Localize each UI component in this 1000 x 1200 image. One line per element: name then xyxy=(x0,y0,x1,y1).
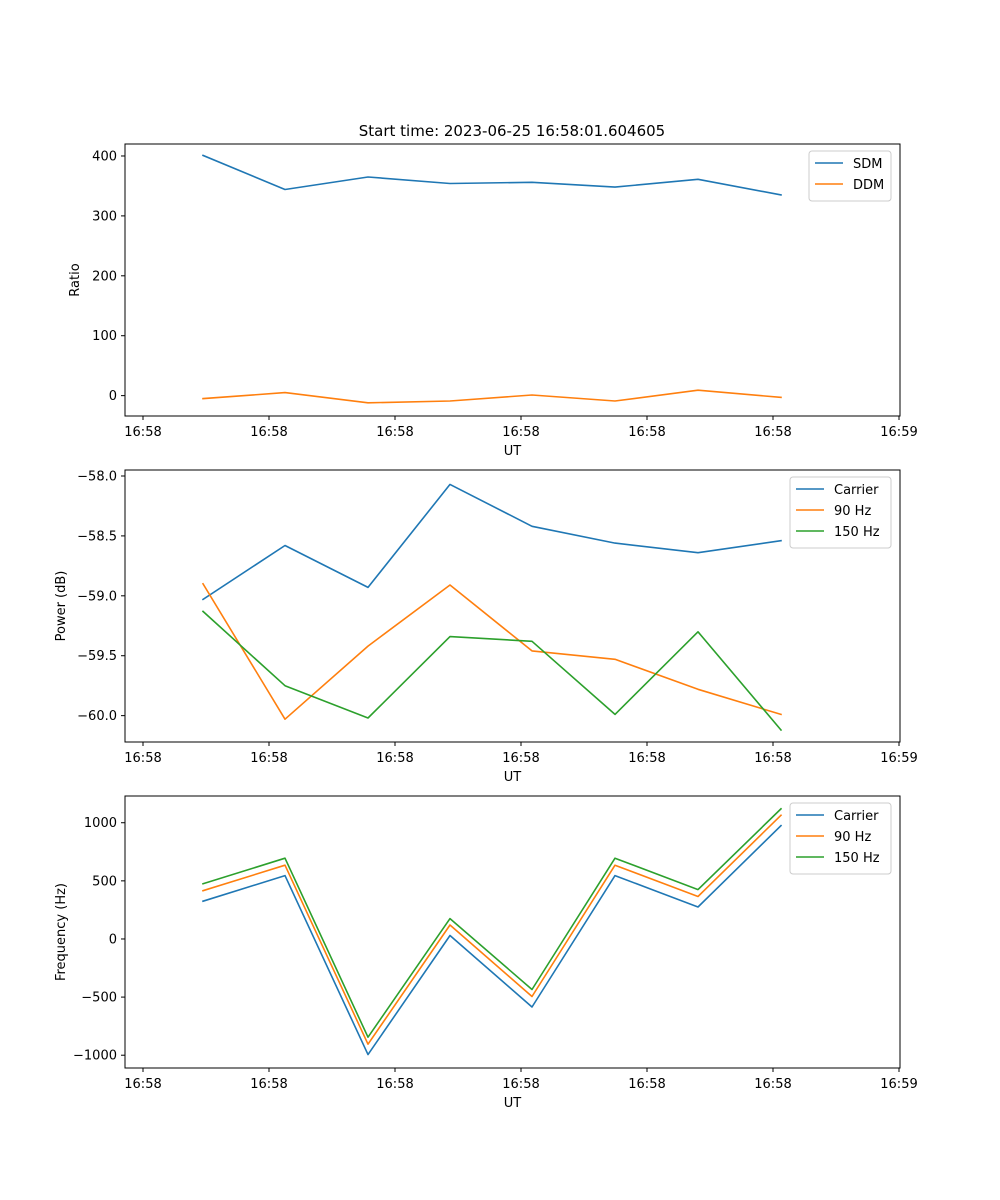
x-tick-label: 16:58 xyxy=(124,425,161,440)
x-tick-label: 16:59 xyxy=(880,425,917,440)
x-tick-label: 16:58 xyxy=(754,425,791,440)
x-tick-label: 16:58 xyxy=(250,751,287,766)
axes-frame xyxy=(124,469,901,743)
subplot-3: −1000 −500 0 500 1000 16:58 16:58 16:58 16:58 16:… xyxy=(54,795,918,1111)
x-tick-label: 16:58 xyxy=(628,425,665,440)
y-tick-label: 0 xyxy=(109,389,117,404)
x-tick-label: 16:58 xyxy=(124,1077,161,1092)
legend: Carrier 90 Hz 150 Hz xyxy=(789,802,892,875)
x-tick-label: 16:58 xyxy=(754,751,791,766)
subplots: 0 100 200 300 400 16:58 16:58 16:58 16:58 16:58 16… xyxy=(54,143,918,1111)
y-axis-label: Power (dB) xyxy=(54,571,69,642)
legend-label: SDM xyxy=(853,157,882,172)
x-tick-label: 16:58 xyxy=(502,1077,539,1092)
y-axis-label: Frequency (Hz) xyxy=(54,883,69,981)
x-axis-label: UT xyxy=(504,1096,522,1111)
y-tick-label: 300 xyxy=(92,209,117,224)
x-tick-label: 16:58 xyxy=(124,751,161,766)
axes-frame xyxy=(124,795,901,1069)
x-tick-label: 16:58 xyxy=(628,751,665,766)
x-tick-label: 16:58 xyxy=(376,751,413,766)
x-tick-label: 16:58 xyxy=(628,1077,665,1092)
subplot-1: 0 100 200 300 400 16:58 16:58 16:58 16:58 16:58 16… xyxy=(68,143,918,459)
y-tick-label: −59.0 xyxy=(77,589,117,604)
y-tick-label: 100 xyxy=(92,329,117,344)
series-line-ddm xyxy=(202,389,782,404)
x-axis-label: UT xyxy=(504,444,522,459)
series-line-90-hz xyxy=(201,582,782,721)
y-tick-label: 0 xyxy=(109,932,117,947)
x-tick-label: 16:58 xyxy=(502,425,539,440)
legend-label: Carrier xyxy=(834,483,879,498)
y-tick-label: −58.0 xyxy=(77,469,117,484)
x-tick-label: 16:58 xyxy=(250,1077,287,1092)
series-line-carrier xyxy=(201,824,783,1056)
subplot-2: −60.0 −59.5 −59.0 −58.5 −58.0 16:58 16:58 16:58… xyxy=(54,469,918,785)
y-tick-label: 1000 xyxy=(84,816,117,831)
y-tick-label: −58.5 xyxy=(77,529,117,544)
legend: SDM DDM xyxy=(808,150,892,202)
x-tick-label: 16:58 xyxy=(376,425,413,440)
y-tick-label: 400 xyxy=(92,149,117,164)
x-tick-label: 16:59 xyxy=(880,1077,917,1092)
y-tick-label: −500 xyxy=(81,991,117,1006)
legend: Carrier 90 Hz 150 Hz xyxy=(789,476,892,549)
legend-label: DDM xyxy=(853,178,884,193)
y-tick-label: −1000 xyxy=(73,1049,117,1064)
y-tick-label: −60.0 xyxy=(77,709,117,724)
y-tick-label: 200 xyxy=(92,269,117,284)
series-line-90-hz xyxy=(201,814,783,1045)
legend-label: Carrier xyxy=(834,809,879,824)
axes-frame xyxy=(124,143,901,417)
legend-label: 150 Hz xyxy=(834,525,880,540)
series-line-carrier xyxy=(201,483,782,601)
x-tick-label: 16:58 xyxy=(502,751,539,766)
figure-title: Start time: 2023-06-25 16:58:01.604605 xyxy=(359,122,665,140)
series-line-150-hz xyxy=(201,610,783,732)
x-tick-label: 16:58 xyxy=(376,1077,413,1092)
x-tick-label: 16:58 xyxy=(754,1077,791,1092)
x-tick-label: 16:58 xyxy=(250,425,287,440)
x-tick-label: 16:59 xyxy=(880,751,917,766)
legend-label: 90 Hz xyxy=(834,504,871,519)
legend-label: 90 Hz xyxy=(834,830,871,845)
y-axis-label: Ratio xyxy=(68,263,83,296)
legend-label: 150 Hz xyxy=(834,851,880,866)
y-tick-label: −59.5 xyxy=(77,649,117,664)
x-axis-label: UT xyxy=(504,770,522,785)
series-line-sdm xyxy=(201,154,782,196)
series-line-150-hz xyxy=(201,807,783,1038)
y-tick-label: 500 xyxy=(92,874,117,889)
